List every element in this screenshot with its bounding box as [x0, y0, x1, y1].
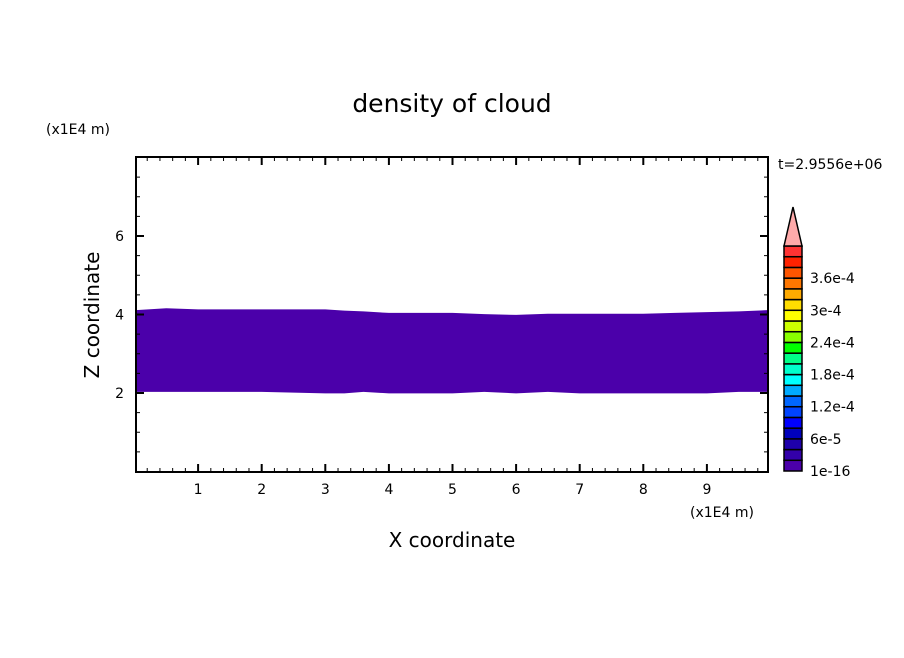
- colorbar-label: 1e-16: [810, 464, 850, 480]
- colorbar-box: [783, 459, 803, 472]
- colorbar-label: 3e-4: [810, 303, 842, 319]
- x-tick-label: 4: [384, 482, 393, 498]
- y-tick-label: 4: [115, 308, 124, 324]
- colorbar-box: [783, 448, 803, 462]
- colorbar-box: [783, 395, 803, 408]
- colorbar-box: [783, 416, 803, 429]
- colorbar-label: 2.4e-4: [810, 335, 855, 351]
- colorbar-box: [783, 373, 803, 387]
- y-ticks: 2 4 6: [115, 176, 768, 453]
- x-tick-label: 8: [639, 482, 648, 498]
- colorbar-label: 1.8e-4: [810, 368, 855, 384]
- colorbar-box: [783, 405, 803, 419]
- cloud-region: [136, 308, 768, 394]
- colorbar: 1e-16 6e-5 1.2e-4 1.8e-4 2.4e-4 3e-4 3.6e-4: [783, 206, 855, 480]
- colorbar-box: [783, 427, 803, 440]
- colorbar-box: [783, 384, 803, 397]
- colorbar-box: [783, 341, 803, 354]
- time-label: t=2.9556e+06: [778, 157, 882, 173]
- colorbar-over-triangle: [783, 206, 803, 247]
- y-tick-label: 2: [115, 386, 124, 402]
- colorbar-label: 1.2e-4: [810, 400, 855, 416]
- y-unit-label: (x1E4 m): [46, 122, 110, 138]
- chart-title: density of cloud: [352, 89, 551, 118]
- x-axis-label: X coordinate: [389, 528, 516, 552]
- colorbar-box: [783, 330, 803, 344]
- colorbar-box: [783, 363, 803, 376]
- colorbar-box: [783, 320, 803, 333]
- x-tick-label: 7: [575, 482, 584, 498]
- x-tick-label: 6: [512, 482, 521, 498]
- colorbar-box: [783, 352, 803, 365]
- colorbar-box: [783, 255, 803, 269]
- x-unit-label: (x1E4 m): [690, 505, 754, 521]
- colorbar-box: [783, 288, 803, 301]
- x-ticks: 1 2 3 4 5 6 7 8 9: [146, 157, 759, 498]
- colorbar-box: [783, 298, 803, 312]
- colorbar-box: [783, 266, 803, 279]
- x-tick-label: 1: [194, 482, 203, 498]
- colorbar-box: [783, 245, 803, 258]
- x-tick-label: 9: [702, 482, 711, 498]
- x-tick-label: 3: [321, 482, 330, 498]
- y-tick-label: 6: [115, 229, 124, 245]
- x-tick-label: 5: [448, 482, 457, 498]
- colorbar-label: 6e-5: [810, 432, 841, 448]
- colorbar-box: [783, 277, 803, 290]
- colorbar-box: [783, 438, 803, 451]
- colorbar-label: 3.6e-4: [810, 271, 855, 287]
- plot-area: [135, 156, 769, 473]
- x-tick-label: 2: [257, 482, 266, 498]
- y-axis-label: Z coordinate: [80, 252, 104, 379]
- colorbar-box: [783, 309, 803, 322]
